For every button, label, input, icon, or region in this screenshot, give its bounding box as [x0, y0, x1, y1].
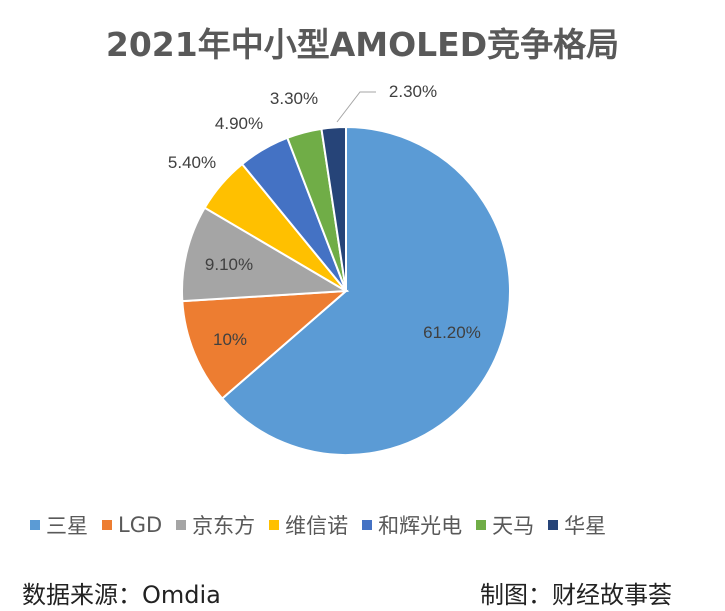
legend-item-5: 天马	[476, 510, 534, 540]
data-label-1: 10%	[213, 330, 247, 349]
legend-label: 京东方	[192, 514, 256, 538]
legend-item-1: LGD	[102, 513, 162, 537]
pie-slice-2	[181, 206, 350, 303]
legend-swatch	[102, 520, 112, 530]
leader-line	[336, 91, 376, 123]
credit-note: 制图：财经故事荟	[480, 581, 672, 609]
legend-swatch	[176, 520, 187, 530]
legend: 三星 LGD 京东方 维信诺 和辉光电 天马 华星	[30, 510, 606, 540]
pie-chart: 61.20% 10% 9.10% 5.40% 4.90% 3.30% 2.30%	[168, 82, 511, 456]
legend-label: 和辉光电	[378, 514, 463, 538]
data-label-5: 3.30%	[270, 89, 318, 108]
pie-slice-1	[181, 289, 349, 400]
legend-item-3: 维信诺	[269, 510, 348, 540]
legend-label: 天马	[492, 514, 535, 538]
legend-swatch	[548, 520, 559, 530]
legend-label: LGD	[118, 513, 163, 537]
data-label-3: 5.40%	[168, 153, 216, 172]
legend-swatch	[476, 520, 487, 530]
source-note: 数据来源：Omdia	[22, 581, 221, 609]
chart-title: 2021年中小型AMOLED竞争格局	[105, 25, 620, 64]
pie-slice-0	[220, 125, 511, 456]
data-label-4: 4.90%	[215, 114, 263, 133]
legend-label: 三星	[46, 514, 88, 538]
legend-swatch	[362, 520, 373, 530]
legend-swatch	[269, 520, 280, 530]
legend-item-2: 京东方	[176, 510, 255, 540]
data-label-6: 2.30%	[389, 82, 437, 101]
legend-label: 华星	[564, 514, 607, 538]
legend-item-6: 华星	[548, 510, 606, 540]
pie-slice-6	[320, 125, 347, 292]
data-label-0: 61.20%	[423, 323, 481, 342]
legend-item-0: 三星	[30, 510, 88, 540]
data-label-2: 9.10%	[205, 255, 253, 274]
legend-label: 维信诺	[285, 514, 349, 538]
legend-item-4: 和辉光电	[362, 510, 462, 540]
legend-swatch	[30, 520, 40, 530]
